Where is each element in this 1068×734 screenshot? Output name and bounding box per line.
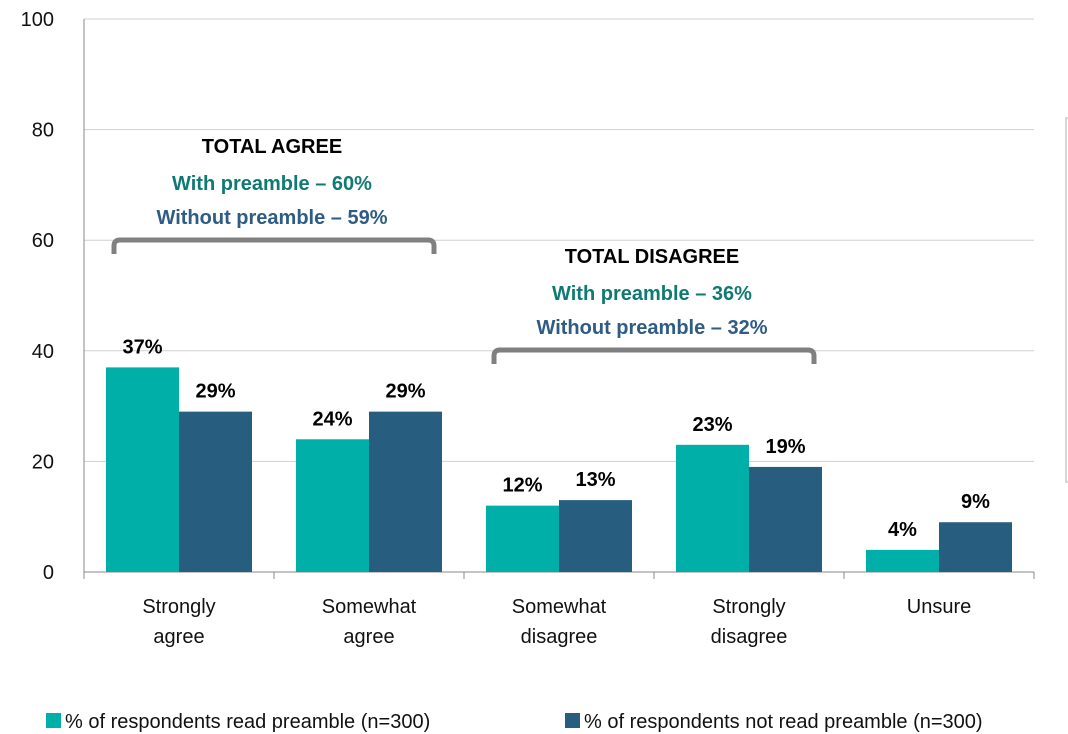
- data-label: 24%: [312, 408, 352, 430]
- bar: [676, 444, 749, 572]
- x-category-label: Somewhat: [512, 596, 607, 618]
- annotations: TOTAL AGREE With preamble – 60% Without pr…: [111, 136, 817, 364]
- data-labels: 37% 24% 12% 23% 4% 29% 29% 13% 19% 9%: [122, 336, 990, 540]
- x-category-label: Unsure: [907, 596, 971, 618]
- annotation-with-preamble: With preamble – 60%: [172, 173, 372, 195]
- annotation-bracket: [111, 237, 437, 254]
- bar: [749, 466, 822, 572]
- data-label: 29%: [195, 381, 235, 403]
- bar: [559, 500, 632, 572]
- x-category-label: agree: [343, 626, 394, 648]
- x-category-label: disagree: [711, 626, 788, 648]
- legend-label: % of respondents read preamble (n=300): [65, 711, 430, 733]
- annotation-bracket: [491, 347, 817, 364]
- x-category-label: agree: [153, 626, 204, 648]
- data-label: 13%: [575, 469, 615, 491]
- annotation-without-preamble: Without preamble – 59%: [157, 207, 388, 229]
- x-category-label: Somewhat: [322, 596, 417, 618]
- legend-swatch: [565, 713, 580, 728]
- data-label: 19%: [765, 436, 805, 458]
- y-tick-label: 80: [32, 120, 54, 142]
- bar: [369, 411, 442, 572]
- data-label: 4%: [888, 519, 917, 541]
- bar: [939, 522, 1012, 572]
- bar: [866, 549, 939, 572]
- x-category-label: disagree: [521, 626, 598, 648]
- legend-label: % of respondents not read preamble (n=30…: [584, 711, 983, 733]
- data-label: 29%: [385, 381, 425, 403]
- legend: % of respondents read preamble (n=300) % …: [46, 711, 983, 733]
- annotation-without-preamble: Without preamble – 32%: [537, 317, 768, 339]
- axes: 0 20 40 60 80 100 Strongly agree Somewhat agree So…: [21, 9, 1035, 648]
- legend-frame-edge: [1065, 117, 1068, 483]
- bar: [179, 411, 252, 572]
- x-category-label: Strongly: [712, 596, 785, 618]
- data-label: 37%: [122, 336, 162, 358]
- bar: [486, 505, 559, 572]
- data-label: 23%: [692, 414, 732, 436]
- y-tick-label: 40: [32, 341, 54, 363]
- y-tick-label: 100: [21, 9, 54, 31]
- y-tick-label: 20: [32, 451, 54, 473]
- bars: [106, 367, 1012, 572]
- legend-swatch: [46, 713, 61, 728]
- x-category-label: Strongly: [142, 596, 215, 618]
- annotation-with-preamble: With preamble – 36%: [552, 283, 752, 305]
- y-tick-label: 0: [43, 562, 54, 584]
- annotation-title: TOTAL AGREE: [202, 136, 342, 158]
- y-tick-label: 60: [32, 230, 54, 252]
- annotation-title: TOTAL DISAGREE: [565, 246, 739, 268]
- bar: [106, 367, 179, 572]
- bar: [296, 439, 369, 572]
- data-label: 9%: [961, 491, 990, 513]
- data-label: 12%: [502, 475, 542, 497]
